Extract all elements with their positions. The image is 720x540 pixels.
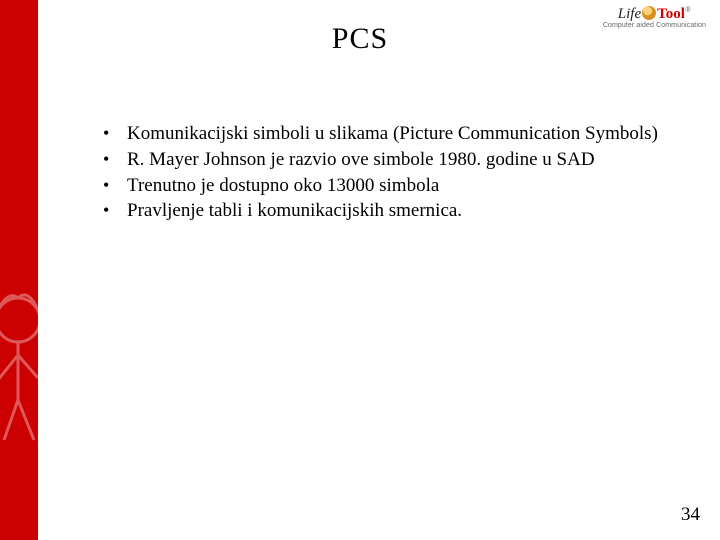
slide-body: Komunikacijski simboli u slikama (Pictur… [95,122,665,225]
list-item: Trenutno je dostupno oko 13000 simbola [95,174,665,198]
sidebar-decorative-art [0,280,50,460]
list-item: Pravljenje tabli i komunikacijskih smern… [95,199,665,223]
sidebar-accent-bar [0,0,38,540]
logo-wordmark: Life Tool® [603,6,706,22]
list-item: Komunikacijski simboli u slikama (Pictur… [95,122,665,146]
slide-title: PCS [0,22,720,56]
logo-text-right: Tool [657,6,685,22]
page-number: 34 [681,504,700,526]
list-item: R. Mayer Johnson je razvio ove simbole 1… [95,148,665,172]
bulb-icon [642,6,656,20]
bullet-list: Komunikacijski simboli u slikama (Pictur… [95,122,665,223]
logo-text-left: Life [618,6,641,22]
registered-mark: ® [685,5,691,14]
